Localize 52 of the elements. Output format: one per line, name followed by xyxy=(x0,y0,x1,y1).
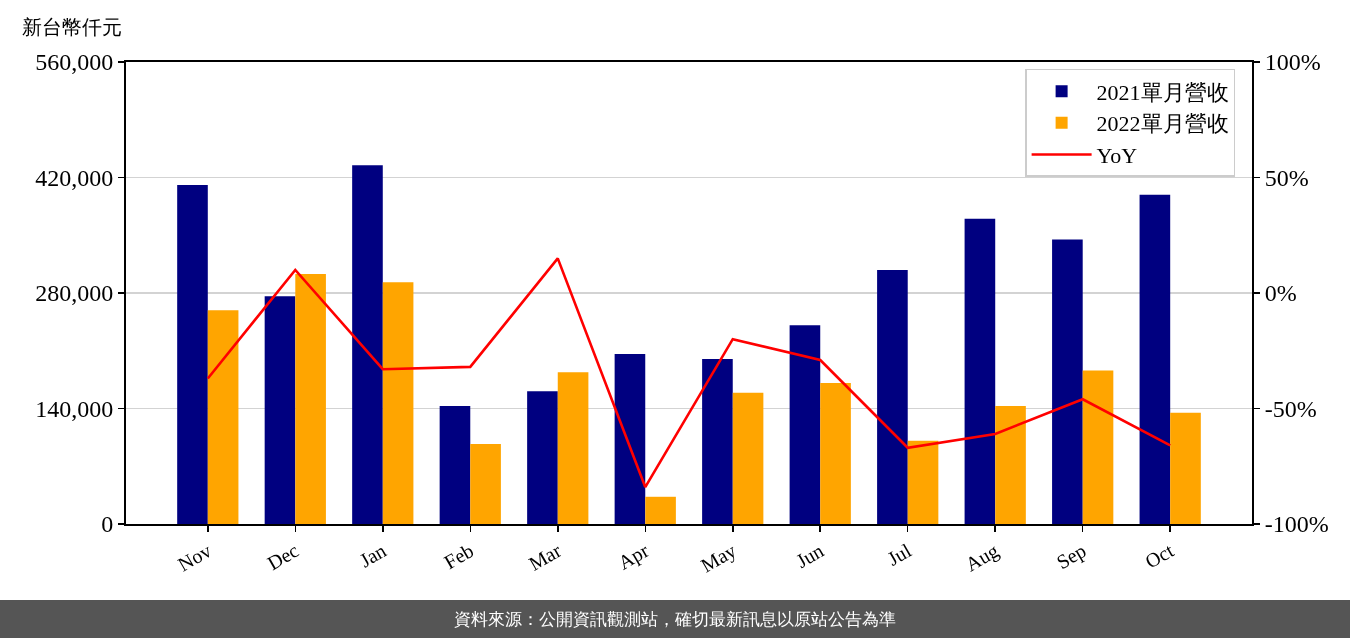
bar xyxy=(820,382,851,524)
y-tick-label: 140,000 xyxy=(35,395,114,422)
bar xyxy=(1082,370,1114,524)
bar xyxy=(207,310,239,524)
source-note: 資料來源：公開資訊觀測站，確切最新訊息以原站公告為準 xyxy=(454,607,896,631)
bar xyxy=(264,296,296,524)
legend-label: 2022單月營收 xyxy=(1096,111,1229,137)
line-series xyxy=(206,257,1172,489)
bar xyxy=(702,359,733,524)
bar xyxy=(177,184,208,524)
x-tick-label: Oct xyxy=(1141,538,1178,573)
bar xyxy=(614,354,646,524)
y2-tick-label: 50% xyxy=(1264,164,1309,191)
bar xyxy=(439,406,471,524)
bar xyxy=(295,274,326,524)
bar xyxy=(789,325,821,524)
bar xyxy=(527,391,558,524)
y-tick-label: 280,000 xyxy=(35,280,114,307)
x-tick-label: Feb xyxy=(440,539,478,574)
x-tick-label: Jun xyxy=(792,539,828,573)
x-tick-label: Apr xyxy=(614,538,654,575)
bar xyxy=(907,440,939,524)
legend-label: 2021單月營收 xyxy=(1096,79,1229,105)
y2-tick-label: -100% xyxy=(1264,511,1329,538)
y-axis-title: 新台幣仟元 xyxy=(22,16,122,38)
y-tick-label: 560,000 xyxy=(35,49,114,76)
legend-label: YoY xyxy=(1096,143,1138,169)
bar xyxy=(352,165,383,524)
y2-tick-label: -50% xyxy=(1264,395,1317,422)
bar xyxy=(964,218,996,524)
x-tick-label: Sep xyxy=(1052,539,1091,574)
bar xyxy=(382,282,414,524)
x-tick-label: May xyxy=(696,539,741,578)
y-tick-label: 420,000 xyxy=(35,164,114,191)
bar xyxy=(995,406,1026,524)
x-tick-label: Nov xyxy=(173,539,215,576)
bar xyxy=(1052,239,1083,524)
bar xyxy=(470,443,501,524)
x-tick-label: Jul xyxy=(883,538,916,570)
bar xyxy=(557,372,589,524)
x-tick-label: Dec xyxy=(263,539,303,575)
bar xyxy=(645,496,676,524)
x-tick-label: Aug xyxy=(961,539,1003,577)
x-tick-label: Jan xyxy=(355,539,390,572)
bar xyxy=(877,269,908,524)
y-tick-label: 0 xyxy=(101,511,114,538)
bar xyxy=(1139,194,1171,524)
y2-tick-label: 100% xyxy=(1264,49,1321,76)
x-tick-label: Mar xyxy=(524,538,566,575)
bar xyxy=(732,392,764,524)
y2-tick-label: 0% xyxy=(1264,280,1297,307)
bar xyxy=(1170,412,1201,524)
